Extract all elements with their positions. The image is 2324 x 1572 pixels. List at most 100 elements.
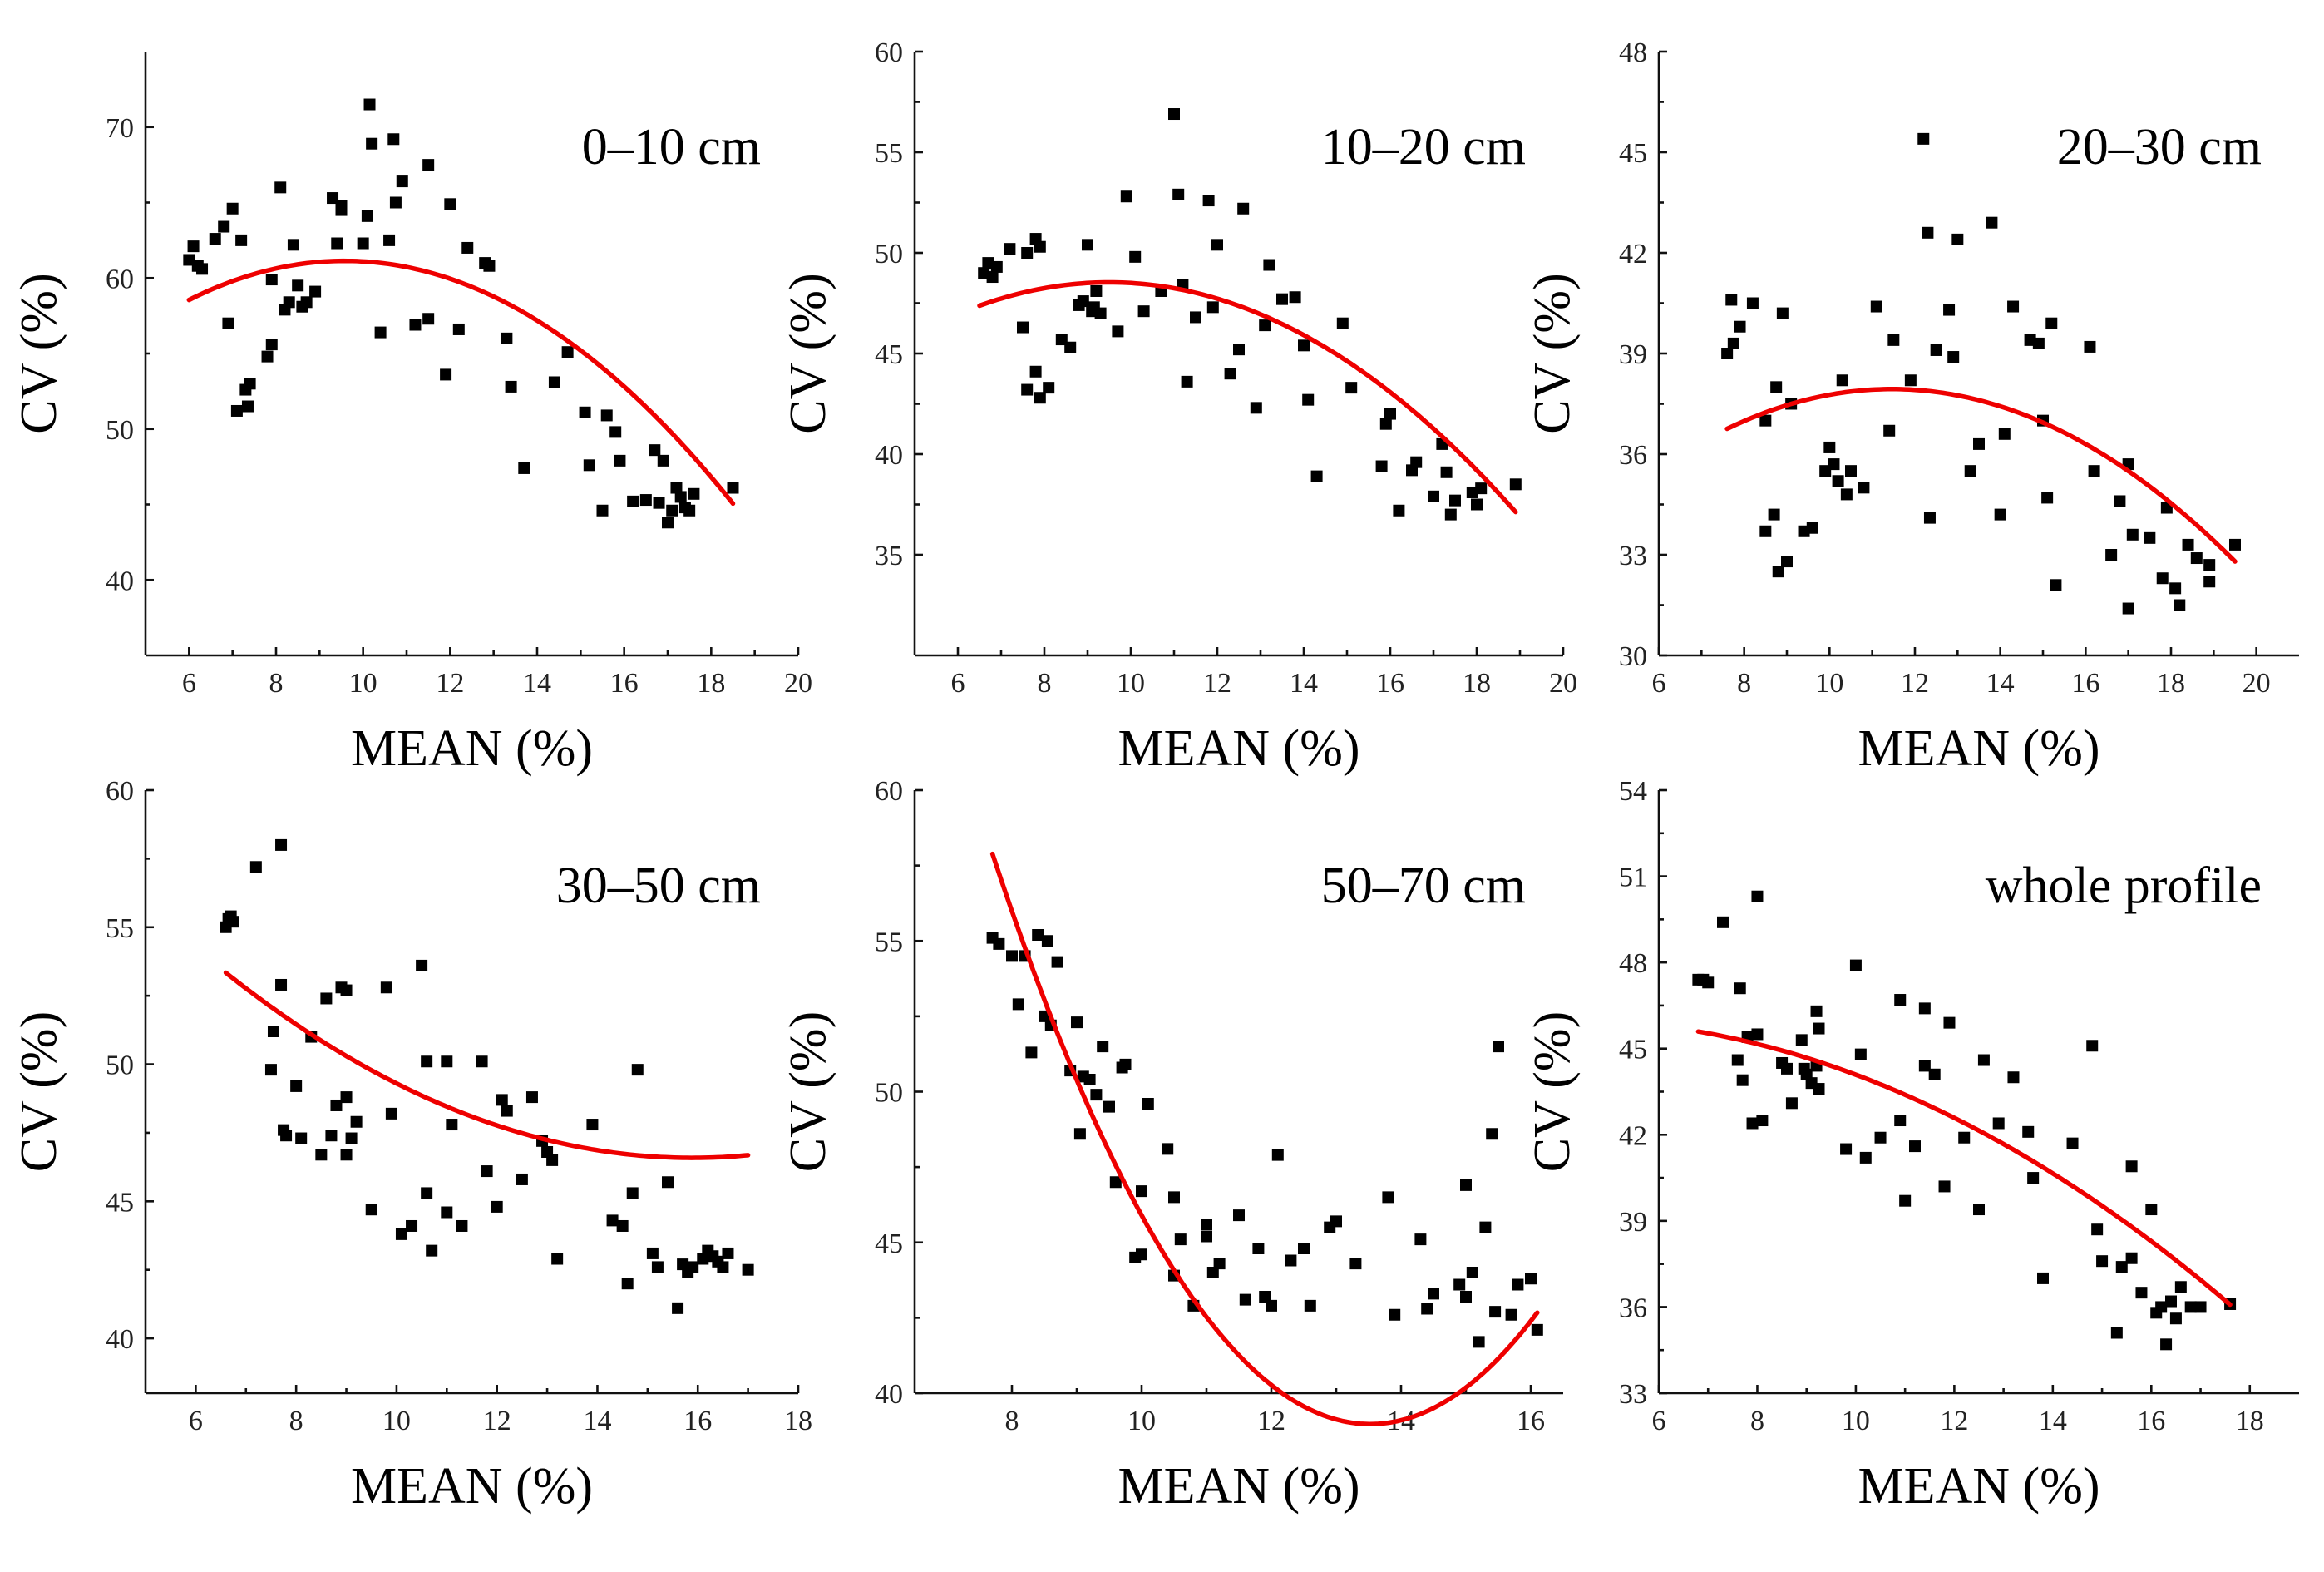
data-point [1082, 239, 1093, 251]
data-point [2203, 576, 2216, 588]
data-point [1486, 1128, 1498, 1140]
data-point [426, 1244, 438, 1257]
data-point [218, 220, 230, 233]
data-point [385, 1107, 397, 1120]
x-tick-label: 10 [382, 1406, 411, 1436]
y-axis-title: CV (%) [1524, 1011, 1581, 1172]
data-point [1489, 1306, 1502, 1318]
data-point [1493, 1041, 1504, 1053]
data-point [1393, 504, 1405, 517]
data-point [275, 978, 288, 991]
data-point [265, 274, 278, 286]
y-tick-label: 70 [106, 113, 134, 144]
data-point [2126, 528, 2139, 541]
data-point [1137, 305, 1150, 318]
x-axis-title: MEAN (%) [1118, 1458, 1360, 1515]
x-tick-label: 16 [2071, 668, 2099, 699]
x-tick-label: 12 [1940, 1406, 1968, 1436]
data-point [444, 198, 456, 210]
data-point [546, 1154, 559, 1166]
data-point [1806, 522, 1818, 534]
data-point [1304, 1299, 1316, 1312]
data-point [387, 133, 400, 146]
data-point [1746, 297, 1759, 309]
data-point [1090, 1089, 1103, 1101]
data-point [1097, 1041, 1109, 1053]
data-point [1428, 490, 1439, 502]
data-point [1129, 250, 1142, 263]
data-point [1298, 339, 1310, 352]
data-point [1810, 1005, 1823, 1017]
data-point [1776, 307, 1789, 319]
data-point [1813, 1022, 1825, 1035]
data-point [1252, 1243, 1265, 1254]
data-point [1428, 1288, 1439, 1300]
data-point [1266, 1299, 1277, 1312]
y-tick-label: 50 [106, 1050, 134, 1081]
data-point [1923, 512, 1936, 524]
data-point [727, 482, 739, 494]
data-point [1973, 1204, 1985, 1216]
data-point [241, 400, 254, 413]
data-point [2156, 572, 2169, 585]
data-point [456, 1219, 468, 1232]
data-point [2182, 538, 2194, 551]
data-point [416, 959, 428, 971]
data-point [340, 984, 353, 996]
data-point [639, 494, 652, 507]
x-tick-label: 8 [1038, 668, 1052, 699]
data-point [244, 378, 256, 390]
data-point [422, 159, 435, 171]
panel-depth-label: whole profile [1986, 858, 2262, 914]
data-point [280, 1130, 293, 1142]
data-point [1421, 1303, 1433, 1315]
y-tick-label: 30 [1619, 641, 1647, 672]
data-point [1017, 321, 1029, 334]
data-point [1012, 998, 1024, 1011]
data-point [1721, 348, 1734, 359]
data-point [261, 350, 274, 363]
data-point [1943, 304, 1956, 316]
data-point [1894, 1115, 1907, 1127]
data-point [1858, 482, 1870, 494]
data-point [1992, 1117, 2005, 1130]
x-tick-label: 20 [1549, 668, 1577, 699]
data-point [1285, 1254, 1297, 1267]
data-point [1206, 301, 1219, 314]
y-axis-title: CV (%) [780, 1011, 836, 1172]
data-point [626, 1187, 639, 1199]
data-point [1330, 1215, 1342, 1228]
data-point [674, 491, 687, 503]
data-point [1951, 233, 1964, 245]
data-point [441, 1055, 453, 1068]
x-tick-label: 6 [1652, 668, 1666, 699]
data-point [742, 1263, 754, 1276]
data-point [1202, 195, 1215, 207]
x-tick-label: 14 [1986, 668, 2015, 699]
data-point [2155, 1301, 2168, 1313]
data-point [335, 204, 348, 216]
data-point [1917, 132, 1930, 145]
data-point [2169, 1312, 2182, 1325]
data-point [1870, 300, 1882, 313]
data-point [2203, 559, 2216, 571]
data-point [986, 271, 999, 284]
data-point [383, 234, 396, 246]
data-point [722, 1247, 734, 1259]
data-point [209, 233, 221, 245]
data-point [1077, 295, 1089, 308]
data-point [1029, 365, 1042, 378]
data-point [662, 1176, 674, 1189]
data-point [363, 98, 376, 111]
data-point [1168, 108, 1180, 121]
data-point [2110, 1327, 2123, 1339]
data-point [1725, 294, 1738, 306]
data-point [1943, 1016, 1956, 1029]
data-point [187, 240, 200, 253]
x-tick-label: 16 [2137, 1406, 2165, 1436]
data-point [2086, 1040, 2099, 1052]
data-point [340, 1091, 353, 1104]
data-point [1751, 1028, 1764, 1041]
data-point [2125, 1252, 2138, 1264]
chart-panel: 6 8 10 12 14 16 18 20 35 40 45 50 55 60 MEAN (%) CV (%)… [780, 37, 1577, 777]
